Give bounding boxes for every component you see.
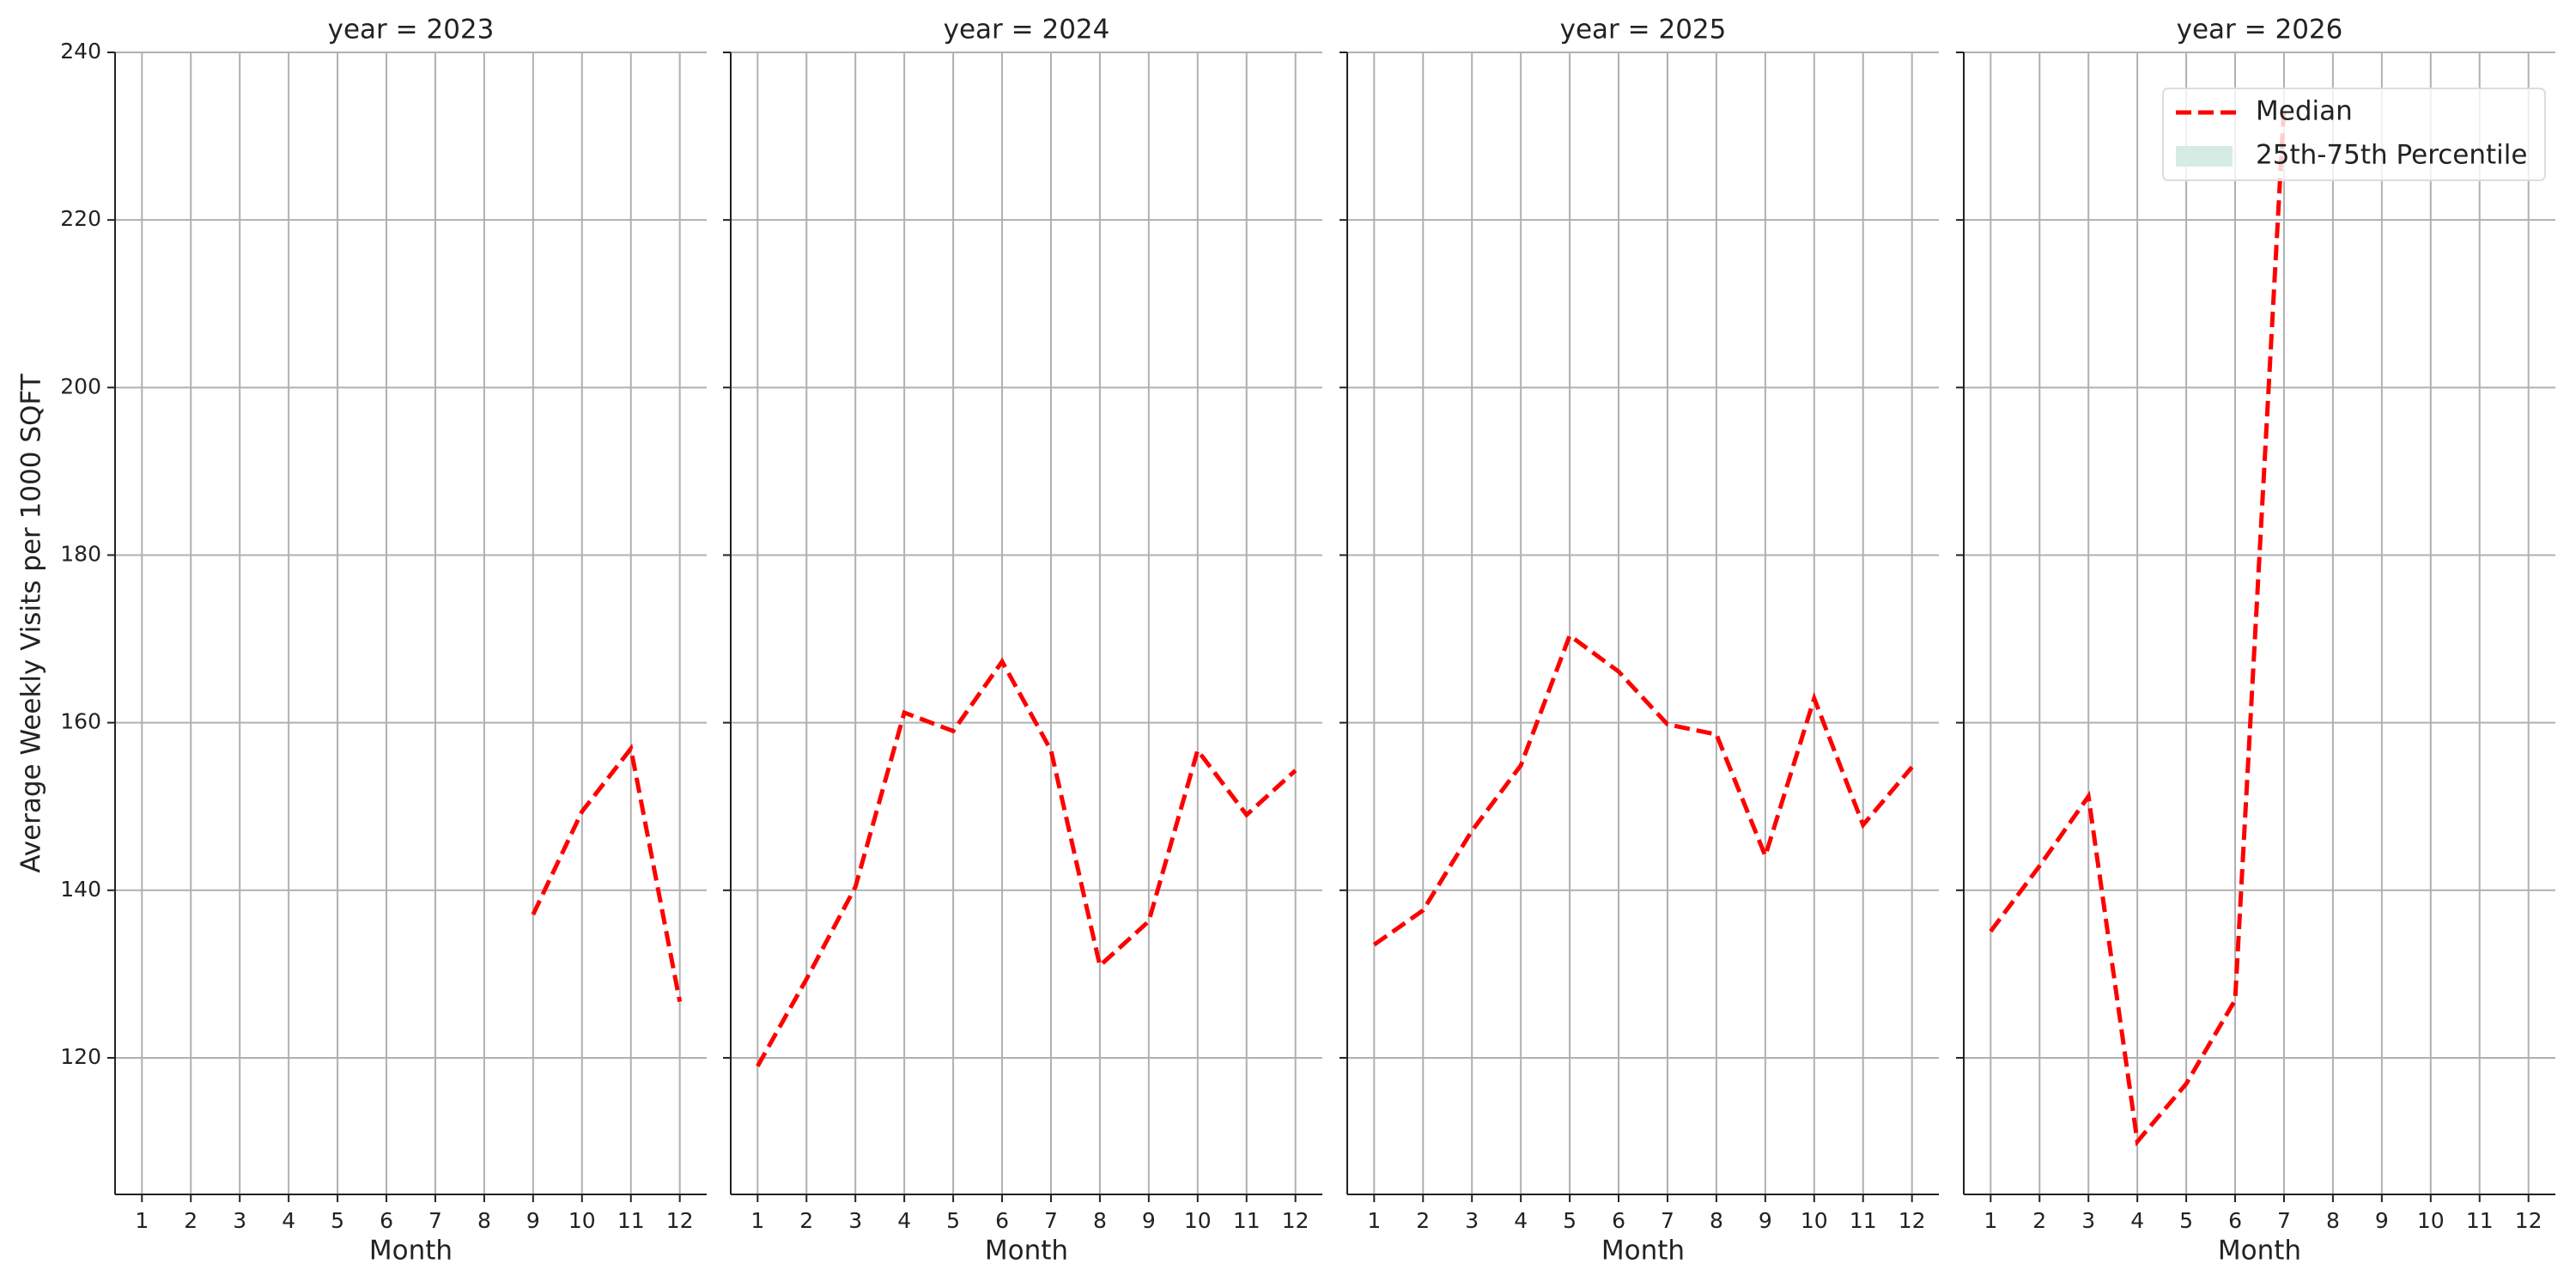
legend-label: Median xyxy=(2256,96,2353,127)
x-tick-label: 5 xyxy=(331,1208,344,1233)
legend-swatch xyxy=(2176,146,2233,167)
x-tick-label: 1 xyxy=(750,1208,764,1233)
x-tick-label: 11 xyxy=(1850,1208,1877,1233)
x-axis-label: Month xyxy=(1601,1236,1685,1267)
x-tick-label: 2 xyxy=(2032,1208,2046,1233)
x-tick-label: 2 xyxy=(1416,1208,1430,1233)
x-tick-label: 7 xyxy=(1661,1208,1674,1233)
x-tick-label: 8 xyxy=(2326,1208,2340,1233)
x-tick-label: 4 xyxy=(2130,1208,2144,1233)
y-tick-label: 140 xyxy=(60,877,101,902)
x-tick-label: 8 xyxy=(477,1208,491,1233)
x-tick-label: 12 xyxy=(1282,1208,1309,1233)
x-tick-label: 6 xyxy=(1612,1208,1625,1233)
x-tick-label: 12 xyxy=(1899,1208,1926,1233)
x-tick-label: 7 xyxy=(2277,1208,2291,1233)
y-tick-label: 160 xyxy=(60,709,101,734)
x-tick-label: 11 xyxy=(1233,1208,1261,1233)
panel-title: year = 2024 xyxy=(944,15,1110,46)
median-line xyxy=(1372,632,1914,947)
x-tick-label: 3 xyxy=(848,1208,862,1233)
x-tick-label: 9 xyxy=(526,1208,540,1233)
x-axis-label: Month xyxy=(369,1236,453,1267)
y-tick-label: 240 xyxy=(60,39,101,64)
median-line xyxy=(756,657,1297,1067)
x-tick-label: 1 xyxy=(1984,1208,1997,1233)
y-tick-label: 200 xyxy=(60,374,101,398)
x-axis-label: Month xyxy=(985,1236,1068,1267)
x-tick-label: 2 xyxy=(799,1208,813,1233)
x-tick-label: 10 xyxy=(1801,1208,1828,1233)
x-tick-label: 3 xyxy=(2081,1208,2095,1233)
x-axis-label: Month xyxy=(2218,1236,2301,1267)
y-axis-label: Average Weekly Visits per 1000 SQFT xyxy=(16,373,47,872)
x-tick-label: 6 xyxy=(380,1208,393,1233)
x-tick-label: 1 xyxy=(1367,1208,1381,1233)
x-tick-label: 9 xyxy=(1142,1208,1156,1233)
x-tick-label: 3 xyxy=(1465,1208,1479,1233)
legend-box xyxy=(2162,88,2546,181)
x-tick-label: 3 xyxy=(233,1208,246,1233)
panel-title: year = 2025 xyxy=(1560,15,1727,46)
x-tick-label: 4 xyxy=(1514,1208,1528,1233)
x-tick-label: 11 xyxy=(617,1208,645,1233)
x-tick-label: 11 xyxy=(2466,1208,2494,1233)
x-tick-label: 5 xyxy=(2179,1208,2193,1233)
x-tick-label: 10 xyxy=(2417,1208,2445,1233)
x-tick-label: 1 xyxy=(135,1208,149,1233)
y-tick-label: 180 xyxy=(60,541,101,566)
x-tick-label: 7 xyxy=(1044,1208,1058,1233)
panel-title: year = 2026 xyxy=(2177,15,2343,46)
x-tick-label: 5 xyxy=(1563,1208,1577,1233)
x-tick-label: 12 xyxy=(666,1208,694,1233)
y-tick-label: 220 xyxy=(60,206,101,231)
x-tick-label: 7 xyxy=(428,1208,442,1233)
x-tick-label: 12 xyxy=(2515,1208,2543,1233)
x-tick-label: 8 xyxy=(1093,1208,1107,1233)
y-tick-label: 120 xyxy=(60,1044,101,1069)
x-tick-label: 10 xyxy=(1184,1208,1212,1233)
legend-label: 25th-75th Percentile xyxy=(2256,140,2527,171)
x-tick-label: 8 xyxy=(1710,1208,1723,1233)
x-tick-label: 10 xyxy=(568,1208,596,1233)
x-tick-label: 9 xyxy=(2375,1208,2389,1233)
x-tick-label: 2 xyxy=(184,1208,197,1233)
median-line xyxy=(531,743,683,1003)
x-tick-label: 6 xyxy=(2228,1208,2242,1233)
x-tick-label: 4 xyxy=(282,1208,295,1233)
x-tick-label: 9 xyxy=(1759,1208,1772,1233)
x-tick-label: 5 xyxy=(946,1208,960,1233)
median-line xyxy=(1989,106,2287,1147)
x-tick-label: 4 xyxy=(897,1208,911,1233)
panel-title: year = 2023 xyxy=(328,15,495,46)
x-tick-label: 6 xyxy=(995,1208,1009,1233)
